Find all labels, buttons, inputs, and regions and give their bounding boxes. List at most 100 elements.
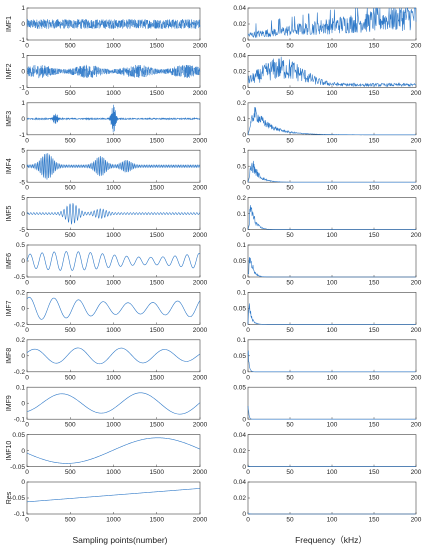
x-tick-label: 1500 xyxy=(150,43,165,50)
y-tick-label: 0 xyxy=(242,227,246,234)
plot-frame xyxy=(247,244,417,278)
y-tick-label: 0 xyxy=(242,322,246,329)
x-tick-label: 1000 xyxy=(106,327,121,334)
series-line xyxy=(247,56,417,88)
x-tick-label: 1000 xyxy=(106,90,121,97)
x-tick-label: 150 xyxy=(369,185,380,192)
plot-frame xyxy=(247,434,417,467)
x-tick-label: 1000 xyxy=(106,374,121,381)
x-tick-label: 500 xyxy=(65,469,76,476)
series-line xyxy=(247,350,416,373)
x-tick-label: 1000 xyxy=(106,43,121,50)
x-tick-label: 2000 xyxy=(193,374,208,381)
spectrum-panel-5: 0.2 0.1 00 50 100 150 200 xyxy=(237,195,422,239)
x-tick-label: 100 xyxy=(327,517,338,524)
y-tick-label: 1 xyxy=(21,5,25,12)
x-tick-label: 2000 xyxy=(193,517,208,524)
x-tick-label: 500 xyxy=(65,280,76,287)
y-tick-label: 0.05 xyxy=(12,432,25,439)
x-tick-label: 150 xyxy=(369,374,380,381)
y-tick-label: 0 xyxy=(21,306,25,313)
y-tick-label: 0.5 xyxy=(16,242,25,249)
x-tick-label: 1500 xyxy=(150,422,165,429)
x-tick-label: 2000 xyxy=(193,185,208,192)
y-tick-label: 0 xyxy=(242,511,246,518)
y-tick-label: 0 xyxy=(242,85,246,92)
y-tick-label: -1 xyxy=(19,37,25,44)
x-tick-label: 1500 xyxy=(150,280,165,287)
series-line xyxy=(247,160,416,183)
x-tick-label: 1500 xyxy=(150,469,165,476)
plot-frame xyxy=(26,244,201,278)
plot-frame xyxy=(247,55,417,88)
x-tick-label: 1500 xyxy=(150,232,165,239)
spectrum-panel-11: 0.04 0.02 00 50 100 150 200 xyxy=(233,479,421,523)
x-tick-label: 200 xyxy=(411,327,422,334)
y-tick-label: 0.5 xyxy=(237,163,246,170)
x-tick-label: 50 xyxy=(286,469,294,476)
spectrum-panel-1: 0.04 0.02 00 50 100 150 200 xyxy=(233,5,421,49)
y-tick-label: 0.02 xyxy=(233,495,246,502)
y-tick-label: 0 xyxy=(21,211,25,218)
series-line xyxy=(26,392,201,415)
y-tick-label: 0 xyxy=(242,464,246,471)
x-tick-label: 100 xyxy=(327,232,338,239)
x-tick-label: 500 xyxy=(65,137,76,144)
x-tick-label: 150 xyxy=(369,422,380,429)
y-axis-label: IMF10 xyxy=(6,441,13,461)
x-tick-label: 200 xyxy=(411,517,422,524)
x-tick-label: 1500 xyxy=(150,374,165,381)
x-tick-label: 150 xyxy=(369,469,380,476)
x-tick-label: 0 xyxy=(246,280,250,287)
left-x-axis-label: Sampling points(number) xyxy=(73,535,168,545)
plot-frame xyxy=(26,481,201,515)
x-tick-label: 0 xyxy=(246,517,250,524)
y-axis-label: IMF2 xyxy=(6,63,13,79)
x-tick-label: 200 xyxy=(411,422,422,429)
y-tick-label: -0.2 xyxy=(14,322,26,329)
x-tick-label: 500 xyxy=(65,232,76,239)
y-tick-label: 0.02 xyxy=(233,21,246,28)
y-tick-label: 0.1 xyxy=(237,116,246,123)
y-tick-label: 0.2 xyxy=(16,337,25,344)
plot-frame xyxy=(26,434,201,467)
y-tick-label: 0.2 xyxy=(237,195,246,202)
series-line xyxy=(248,256,416,278)
right-x-axis-label: Frequency（kHz） xyxy=(295,535,367,545)
y-tick-label: 0 xyxy=(21,479,25,486)
x-tick-label: 2000 xyxy=(193,280,208,287)
x-tick-label: 0 xyxy=(246,137,250,144)
x-tick-label: 200 xyxy=(411,469,422,476)
y-tick-label: 0 xyxy=(21,21,25,28)
y-tick-label: 0.02 xyxy=(233,69,246,76)
x-tick-label: 1500 xyxy=(150,137,165,144)
x-tick-label: 500 xyxy=(65,90,76,97)
y-tick-label: 0 xyxy=(242,416,246,423)
y-tick-label: 0 xyxy=(21,400,25,407)
plot-frame xyxy=(26,339,201,373)
y-tick-label: 5 xyxy=(21,147,25,154)
x-tick-label: 200 xyxy=(411,185,422,192)
series-line xyxy=(26,64,201,79)
x-tick-label: 1000 xyxy=(106,185,121,192)
y-axis-label: IMF6 xyxy=(6,253,13,269)
plot-frame xyxy=(247,197,417,230)
y-tick-label: 1 xyxy=(21,100,25,107)
x-tick-label: 0 xyxy=(246,327,250,334)
x-tick-label: 50 xyxy=(286,327,294,334)
plot-frame xyxy=(26,292,201,325)
x-tick-label: 150 xyxy=(369,232,380,239)
y-axis-label: IMF7 xyxy=(6,300,13,316)
y-tick-label: 0.04 xyxy=(233,479,246,486)
y-tick-label: -5 xyxy=(19,179,25,186)
x-tick-label: 0 xyxy=(25,469,29,476)
x-tick-label: 0 xyxy=(25,280,29,287)
y-tick-label: 0.1 xyxy=(237,242,246,249)
x-tick-label: 50 xyxy=(286,90,294,97)
